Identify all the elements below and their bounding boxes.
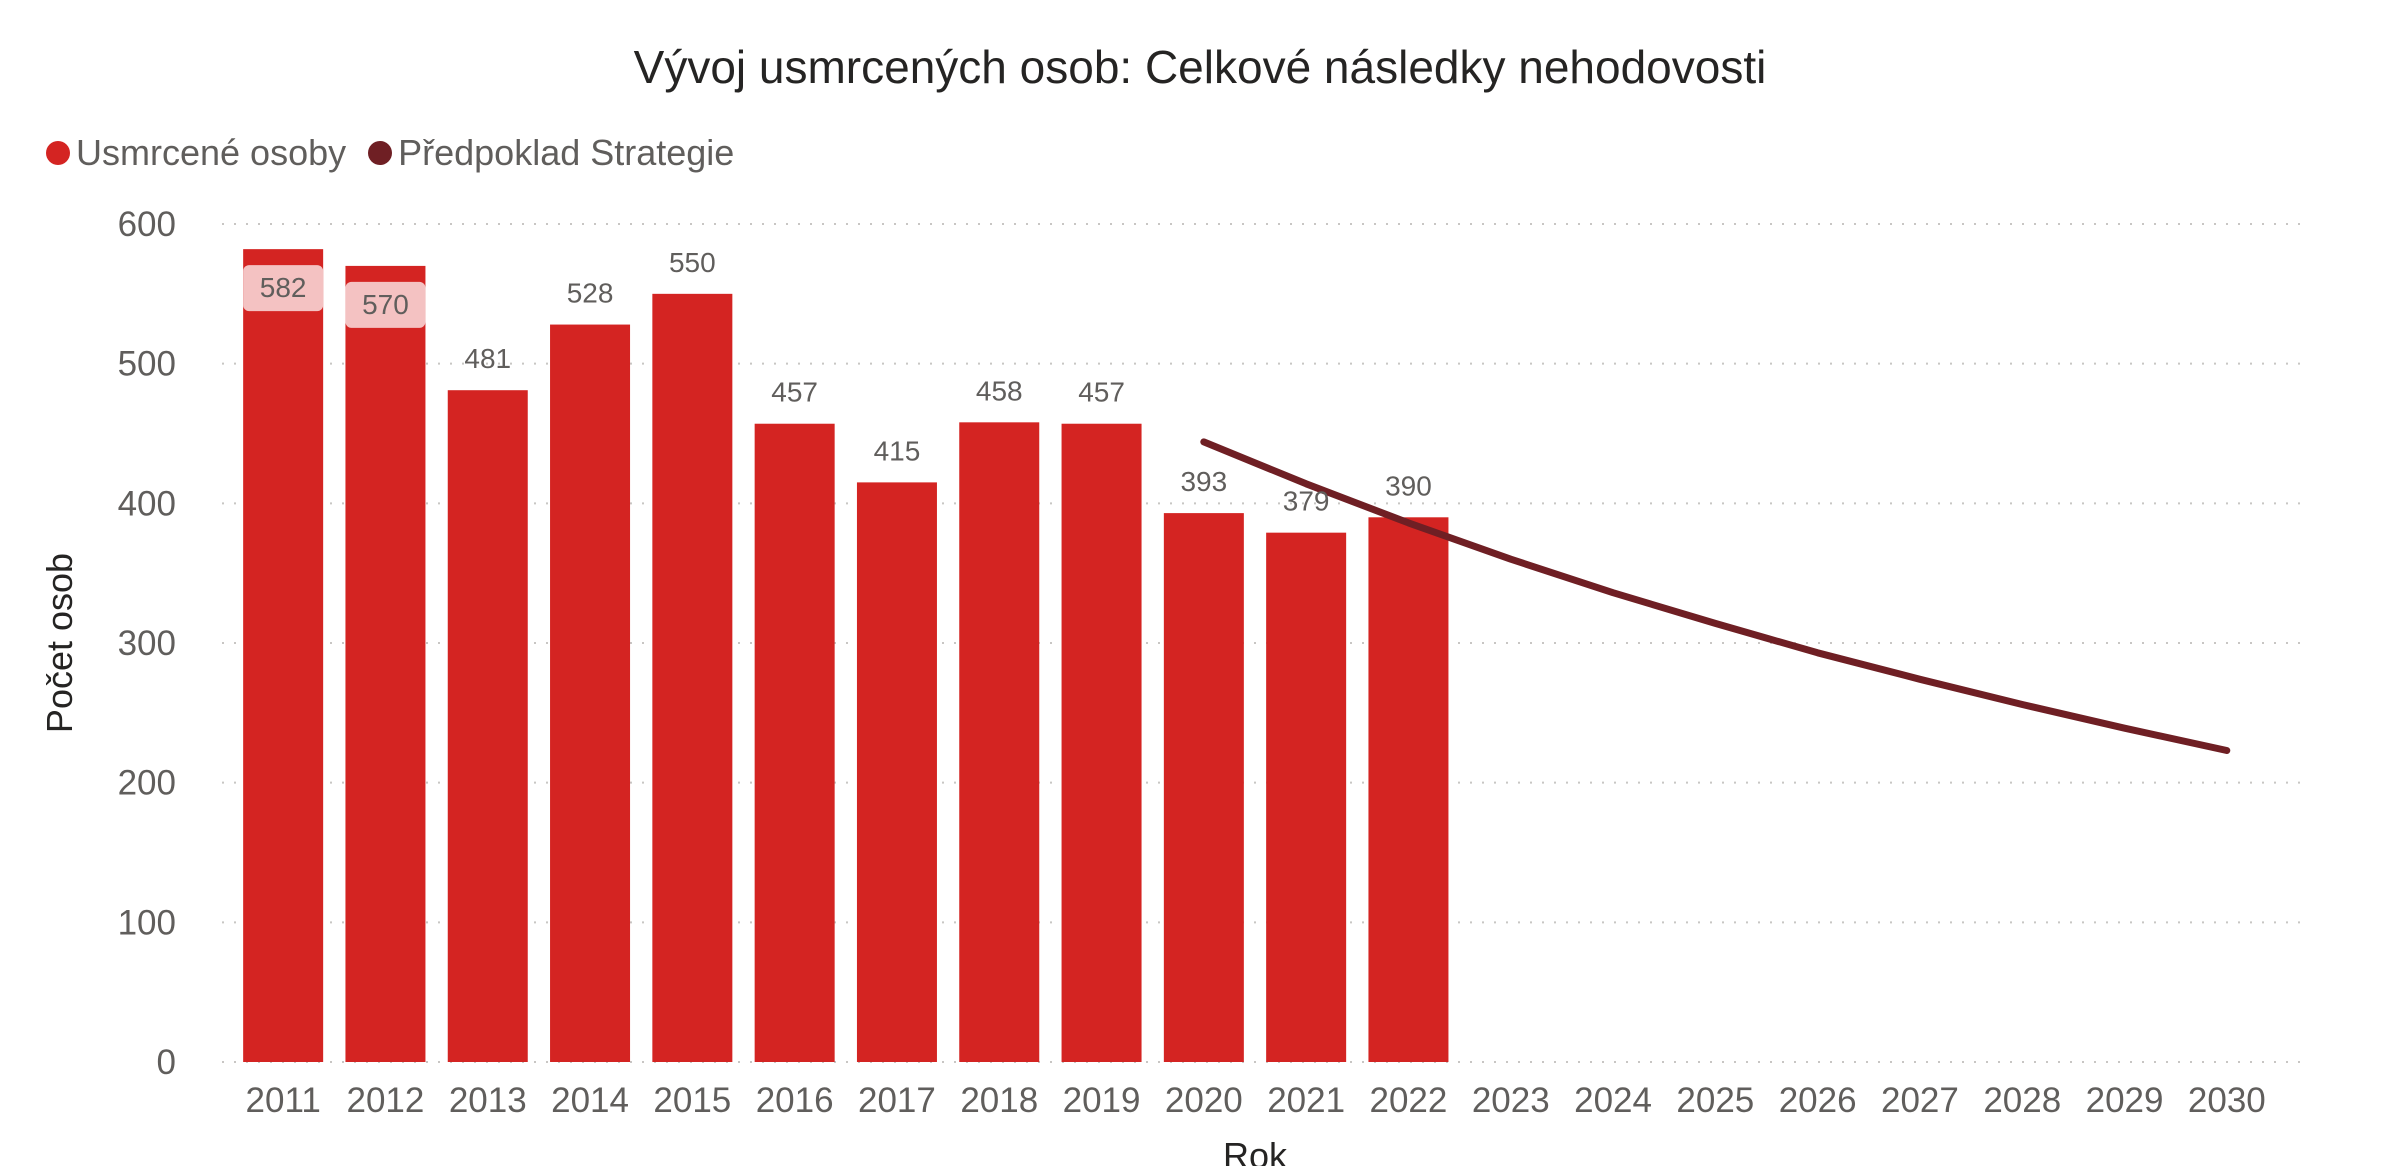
legend-label-usmrcene-osoby: Usmrcené osoby — [76, 132, 347, 173]
y-tick-label-200: 200 — [118, 764, 176, 803]
y-axis-title: Počet osob — [39, 553, 80, 733]
data-label-2019: 457 — [1078, 377, 1125, 408]
data-label-2012: 570 — [362, 289, 409, 320]
legend-marker-usmrcene-osoby — [46, 141, 70, 165]
bar-2020 — [1163, 513, 1244, 1062]
bar-2012 — [345, 265, 426, 1062]
x-tick-label-2023: 2023 — [1472, 1081, 1550, 1120]
data-label-2017: 415 — [874, 435, 921, 466]
x-tick-label-2024: 2024 — [1574, 1081, 1652, 1120]
bar-2017 — [856, 482, 937, 1063]
data-label-2021: 379 — [1283, 486, 1330, 517]
y-tick-label-600: 600 — [118, 205, 176, 244]
x-tick-label-2019: 2019 — [1063, 1081, 1141, 1120]
bar-2016 — [754, 423, 835, 1062]
legend-item-usmrcene-osoby[interactable]: Usmrcené osoby — [46, 132, 346, 174]
line-predpoklad-strategie — [1200, 438, 2231, 754]
x-tick-label-2016: 2016 — [756, 1081, 834, 1120]
data-label-2016: 457 — [771, 377, 818, 408]
x-tick-label-2026: 2026 — [1779, 1081, 1857, 1120]
data-label-2011: 582 — [260, 272, 307, 303]
x-tick-label-2020: 2020 — [1165, 1081, 1243, 1120]
x-tick-label-2013: 2013 — [449, 1081, 527, 1120]
x-axis-title: Rok — [1223, 1135, 1288, 1166]
x-tick-label-2025: 2025 — [1676, 1081, 1754, 1120]
x-tick-label-2011: 2011 — [246, 1081, 321, 1120]
data-label-2022: 390 — [1385, 470, 1432, 501]
x-tick-label-2027: 2027 — [1881, 1081, 1959, 1120]
x-tick-label-2022: 2022 — [1370, 1081, 1448, 1120]
y-tick-label-0: 0 — [157, 1043, 176, 1082]
chart-title: Vývoj usmrcených osob: Celkové následky … — [633, 41, 1767, 93]
legend: Usmrcené osoby Předpoklad Strategie — [46, 132, 756, 174]
bar-2018 — [959, 422, 1040, 1062]
y-tick-label-500: 500 — [118, 345, 176, 384]
x-tick-label-2012: 2012 — [347, 1081, 425, 1120]
x-tick-label-2014: 2014 — [551, 1081, 629, 1120]
legend-marker-predpoklad-strategie — [368, 141, 393, 165]
y-tick-label-400: 400 — [118, 484, 176, 523]
data-label-bg-2011 — [243, 265, 324, 312]
data-label-bg-2012 — [345, 281, 426, 328]
x-tick-label-2017: 2017 — [858, 1081, 936, 1120]
bar-2022 — [1368, 517, 1449, 1062]
data-label-2015: 550 — [669, 247, 716, 278]
bar-2015 — [652, 293, 733, 1062]
data-label-2013: 481 — [464, 343, 511, 374]
x-tick-label-2015: 2015 — [653, 1081, 731, 1120]
y-tick-label-300: 300 — [118, 624, 176, 663]
legend-label-predpoklad-strategie: Předpoklad Strategie — [398, 132, 735, 173]
legend-item-predpoklad-strategie[interactable]: Předpoklad Strategie — [368, 132, 734, 174]
x-tick-label-2029: 2029 — [2086, 1081, 2164, 1120]
x-tick-label-2021: 2021 — [1267, 1081, 1345, 1120]
x-tick-label-2030: 2030 — [2188, 1081, 2266, 1120]
bar-2013 — [447, 390, 528, 1062]
bar-2019 — [1061, 423, 1142, 1062]
bar-2014 — [550, 324, 631, 1062]
data-label-2014: 528 — [567, 278, 614, 309]
x-tick-label-2028: 2028 — [1983, 1081, 2061, 1120]
y-tick-label-100: 100 — [118, 903, 176, 942]
data-label-2020: 393 — [1180, 466, 1227, 497]
bar-2021 — [1266, 532, 1347, 1062]
x-tick-label-2018: 2018 — [960, 1081, 1038, 1120]
bar-2011 — [243, 249, 324, 1062]
data-label-2018: 458 — [976, 375, 1023, 406]
